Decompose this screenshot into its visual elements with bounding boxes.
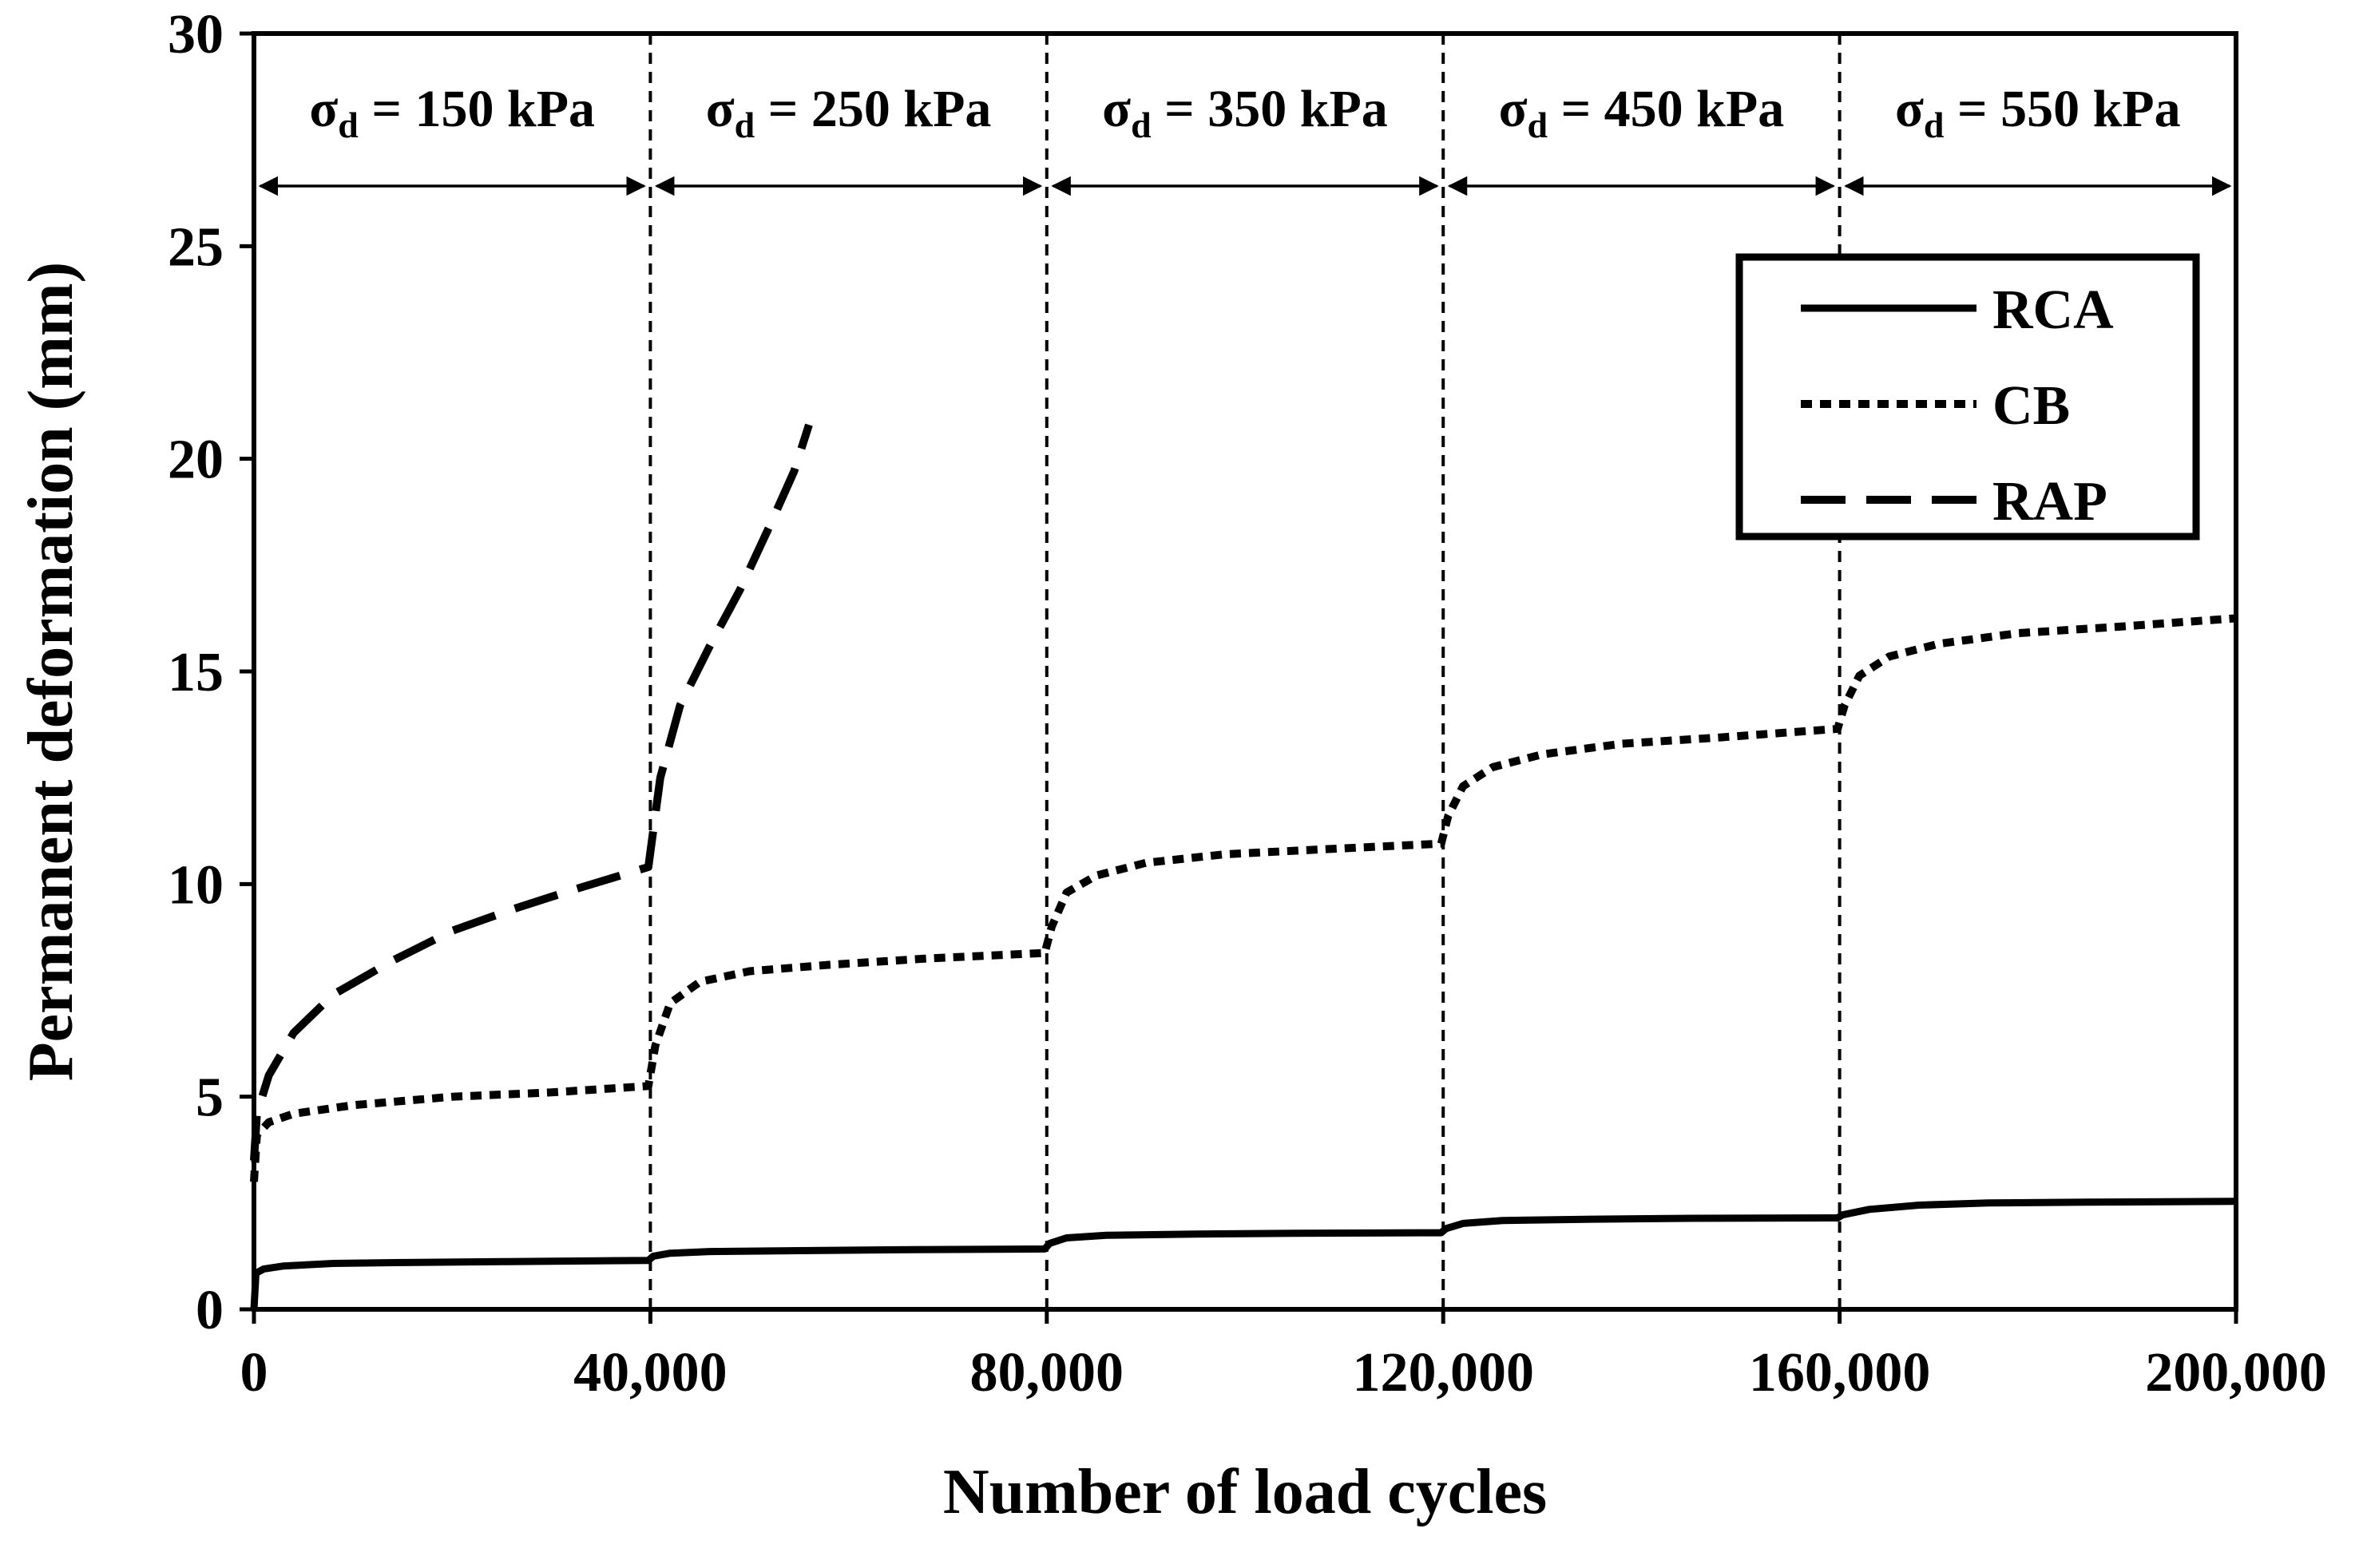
sigma-symbol: σ [706,80,735,138]
sigma-subscript: d [1527,105,1548,145]
x-tick-label: 0 [240,1342,268,1404]
y-tick-label: 25 [168,216,224,278]
x-tick-label: 80,000 [970,1342,1124,1404]
stress-value: = 350 kPa [1152,80,1388,138]
sigma-subscript: d [1924,105,1945,145]
stage-label: σd = 350 kPa [1102,80,1388,145]
sigma-subscript: d [735,105,755,145]
sigma-subscript: d [1131,105,1152,145]
legend-label: RCA [1992,279,2114,341]
y-tick-label: 5 [196,1067,224,1129]
legend: RCA CB RAP [1735,253,2200,540]
legend-label: CB [1992,375,2070,437]
sigma-symbol: σ [1895,80,1924,138]
stage-label: σd = 250 kPa [706,80,992,145]
stage-label: σd = 150 kPa [309,80,595,145]
sigma-symbol: σ [309,80,338,138]
stage-label: σd = 550 kPa [1895,80,2181,145]
y-tick-label: 30 [168,4,224,65]
x-axis-title: Number of load cycles [943,1457,1547,1527]
x-tick-label: 160,000 [1749,1342,1931,1404]
plot-frame [252,31,2238,1312]
stage-label: σd = 450 kPa [1499,80,1785,145]
sigma-subscript: d [338,105,359,145]
plot-area [252,31,2238,1312]
series-line-cb [250,614,2237,1182]
stress-value: = 250 kPa [755,80,991,138]
data-series [250,423,2237,1310]
sigma-symbol: σ [1102,80,1131,138]
stress-value: = 450 kPa [1548,80,1784,138]
y-axis-title: Permanent deformation (mm) [16,262,86,1081]
axes: 0 40,000 80,000 120,000 160,000 200,000 0 5 10 15… [16,4,2327,1527]
x-tick-label: 200,000 [2145,1342,2327,1404]
y-tick-label: 0 [196,1280,224,1341]
series-line-rap [250,423,813,1161]
y-tick-label: 10 [168,854,224,916]
y-tick-label: 15 [168,642,224,703]
legend-box [1735,253,2200,540]
stress-value: = 150 kPa [359,80,595,138]
y-tick-label: 20 [168,430,224,491]
x-tick-label: 120,000 [1352,1342,1534,1404]
loading-stages: σd = 150 kPa σd = 250 kPa σd = 350 kPa σd =… [258,34,2232,1309]
series-line-rca [250,1198,2237,1310]
sigma-symbol: σ [1499,80,1528,138]
legend-label: RAP [1992,471,2107,533]
x-tick-label: 40,000 [573,1342,728,1404]
stress-value: = 550 kPa [1944,80,2180,138]
